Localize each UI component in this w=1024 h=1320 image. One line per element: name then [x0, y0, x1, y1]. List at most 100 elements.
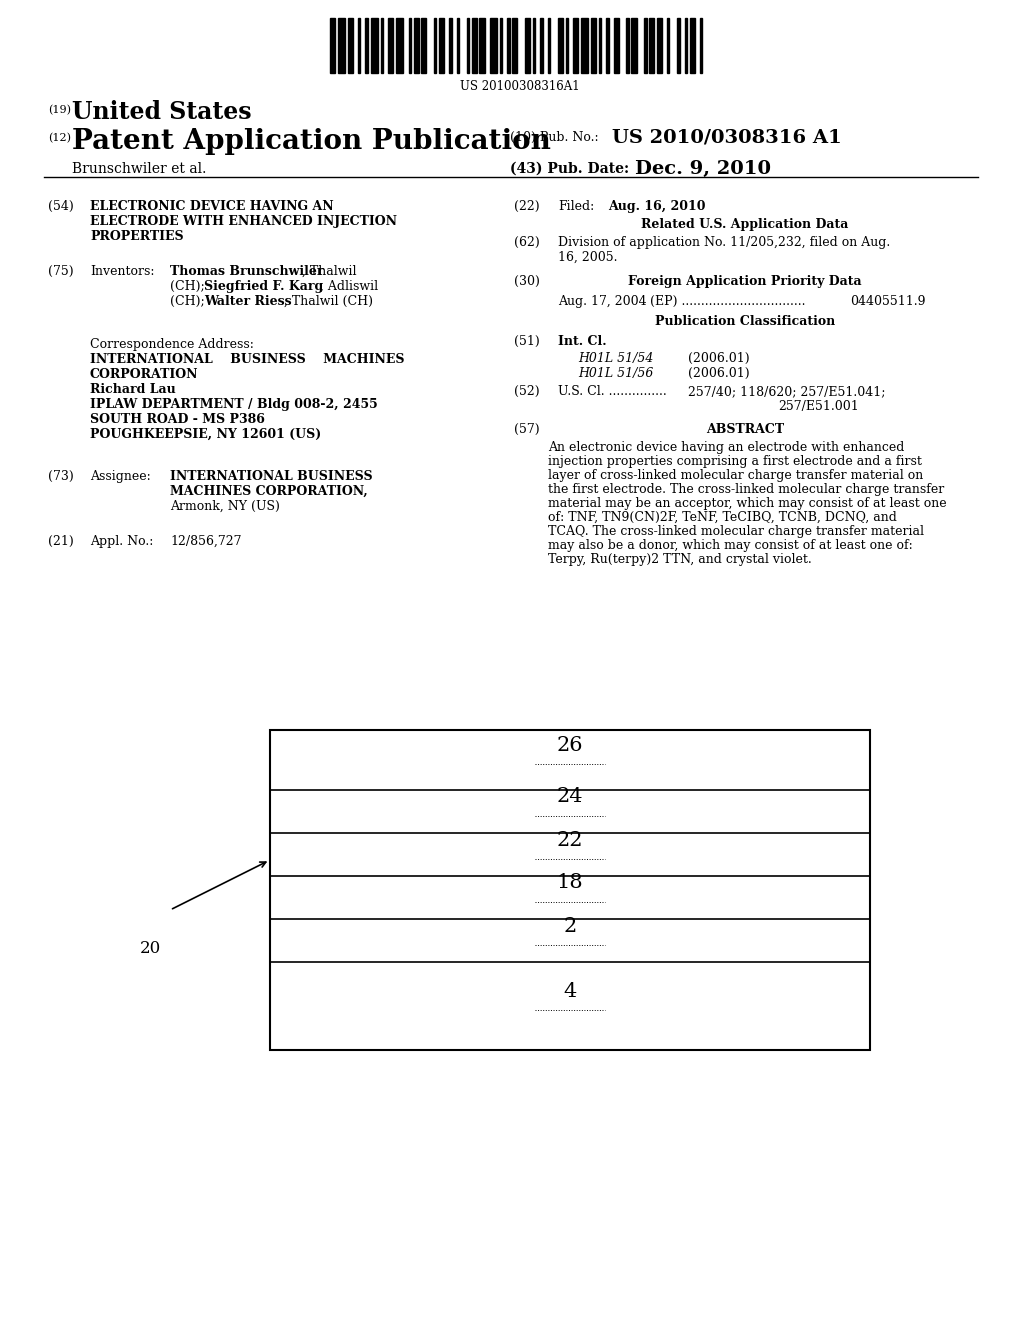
- Text: 257/E51.001: 257/E51.001: [778, 400, 859, 413]
- Bar: [573, 18, 579, 73]
- Bar: [525, 18, 530, 73]
- Bar: [396, 18, 403, 73]
- Text: 24: 24: [557, 788, 584, 807]
- Text: (10) Pub. No.:: (10) Pub. No.:: [510, 131, 599, 144]
- Bar: [439, 18, 444, 73]
- Bar: [565, 18, 568, 73]
- Bar: [548, 18, 551, 73]
- Bar: [366, 18, 368, 73]
- Bar: [613, 18, 618, 73]
- Text: Armonk, NY (US): Armonk, NY (US): [170, 500, 280, 513]
- Bar: [507, 18, 510, 73]
- Text: Terpy, Ru(terpy)2 TTN, and crystal violet.: Terpy, Ru(terpy)2 TTN, and crystal viole…: [548, 553, 812, 566]
- Text: INTERNATIONAL BUSINESS: INTERNATIONAL BUSINESS: [170, 470, 373, 483]
- Text: CORPORATION: CORPORATION: [90, 368, 199, 381]
- Text: (43) Pub. Date:: (43) Pub. Date:: [510, 162, 629, 176]
- Text: POUGHKEEPSIE, NY 12601 (US): POUGHKEEPSIE, NY 12601 (US): [90, 428, 322, 441]
- Text: , Thalwil (CH): , Thalwil (CH): [284, 294, 373, 308]
- Bar: [414, 18, 419, 73]
- Text: SOUTH ROAD - MS P386: SOUTH ROAD - MS P386: [90, 413, 265, 426]
- Bar: [450, 18, 452, 73]
- Text: 18: 18: [557, 874, 584, 892]
- Text: Int. Cl.: Int. Cl.: [558, 335, 606, 348]
- Bar: [472, 18, 477, 73]
- Text: 26: 26: [557, 737, 584, 755]
- Bar: [685, 18, 687, 73]
- Bar: [649, 18, 654, 73]
- Bar: [270, 730, 870, 1049]
- Bar: [690, 18, 695, 73]
- Text: 20: 20: [140, 940, 161, 957]
- Text: U.S. Cl. ...............: U.S. Cl. ...............: [558, 385, 667, 399]
- Bar: [512, 18, 517, 73]
- Text: H01L 51/56: H01L 51/56: [578, 367, 653, 380]
- Text: IPLAW DEPARTMENT / Bldg 008-2, 2455: IPLAW DEPARTMENT / Bldg 008-2, 2455: [90, 399, 378, 411]
- Text: (57): (57): [514, 422, 540, 436]
- Text: (21): (21): [48, 535, 74, 548]
- Text: ELECTRODE WITH ENHANCED INJECTION: ELECTRODE WITH ENHANCED INJECTION: [90, 215, 397, 228]
- Text: material may be an acceptor, which may consist of at least one: material may be an acceptor, which may c…: [548, 498, 946, 510]
- Bar: [532, 18, 536, 73]
- Bar: [632, 18, 637, 73]
- Text: Division of application No. 11/205,232, filed on Aug.: Division of application No. 11/205,232, …: [558, 236, 890, 249]
- Text: Siegfried F. Karg: Siegfried F. Karg: [204, 280, 324, 293]
- Text: 4: 4: [563, 982, 577, 1001]
- Text: Walter Riess: Walter Riess: [204, 294, 292, 308]
- Text: the first electrode. The cross-linked molecular charge transfer: the first electrode. The cross-linked mo…: [548, 483, 944, 496]
- Text: 12/856,727: 12/856,727: [170, 535, 242, 548]
- Text: Inventors:: Inventors:: [90, 265, 155, 279]
- Text: , Adliswil: , Adliswil: [319, 280, 378, 293]
- Bar: [348, 18, 353, 73]
- Text: H01L 51/54: H01L 51/54: [578, 352, 653, 366]
- Text: may also be a donor, which may consist of at least one of:: may also be a donor, which may consist o…: [548, 539, 912, 552]
- Text: Richard Lau: Richard Lau: [90, 383, 176, 396]
- Text: ELECTRONIC DEVICE HAVING AN: ELECTRONIC DEVICE HAVING AN: [90, 201, 334, 213]
- Text: PROPERTIES: PROPERTIES: [90, 230, 183, 243]
- Bar: [434, 18, 436, 73]
- Text: (CH);: (CH);: [170, 294, 209, 308]
- Text: of: TNF, TN9(CN)2F, TeNF, TeCIBQ, TCNB, DCNQ, and: of: TNF, TN9(CN)2F, TeNF, TeCIBQ, TCNB, …: [548, 511, 897, 524]
- Bar: [558, 18, 563, 73]
- Text: 16, 2005.: 16, 2005.: [558, 251, 617, 264]
- Text: (62): (62): [514, 236, 540, 249]
- Bar: [409, 18, 411, 73]
- Bar: [338, 18, 345, 73]
- Text: (54): (54): [48, 201, 74, 213]
- Text: (52): (52): [514, 385, 540, 399]
- Text: INTERNATIONAL    BUSINESS    MACHINES: INTERNATIONAL BUSINESS MACHINES: [90, 352, 404, 366]
- Text: US 20100308316A1: US 20100308316A1: [460, 81, 580, 92]
- Text: injection properties comprising a first electrode and a first: injection properties comprising a first …: [548, 455, 922, 469]
- Text: (12): (12): [48, 133, 71, 144]
- Text: MACHINES CORPORATION,: MACHINES CORPORATION,: [170, 484, 368, 498]
- Text: 22: 22: [557, 830, 584, 850]
- Bar: [357, 18, 360, 73]
- Bar: [581, 18, 589, 73]
- Bar: [644, 18, 647, 73]
- Text: (2006.01): (2006.01): [688, 367, 750, 380]
- Bar: [489, 18, 498, 73]
- Bar: [656, 18, 662, 73]
- Text: , Thalwil: , Thalwil: [302, 265, 356, 279]
- Text: An electronic device having an electrode with enhanced: An electronic device having an electrode…: [548, 441, 904, 454]
- Text: (CH);: (CH);: [170, 280, 209, 293]
- Text: Foreign Application Priority Data: Foreign Application Priority Data: [628, 275, 862, 288]
- Text: Dec. 9, 2010: Dec. 9, 2010: [635, 160, 771, 178]
- Bar: [606, 18, 608, 73]
- Bar: [500, 18, 502, 73]
- Text: (EP) ................................: (EP) ................................: [650, 294, 806, 308]
- Text: (22): (22): [514, 201, 540, 213]
- Text: 2: 2: [563, 916, 577, 936]
- Text: Publication Classification: Publication Classification: [655, 315, 836, 327]
- Text: United States: United States: [72, 100, 252, 124]
- Text: Appl. No.:: Appl. No.:: [90, 535, 154, 548]
- Bar: [627, 18, 629, 73]
- Text: 04405511.9: 04405511.9: [850, 294, 926, 308]
- Text: (19): (19): [48, 106, 71, 115]
- Text: (2006.01): (2006.01): [688, 352, 750, 366]
- Text: 257/40; 118/620; 257/E51.041;: 257/40; 118/620; 257/E51.041;: [688, 385, 886, 399]
- Text: Related U.S. Application Data: Related U.S. Application Data: [641, 218, 849, 231]
- Text: layer of cross-linked molecular charge transfer material on: layer of cross-linked molecular charge t…: [548, 469, 924, 482]
- Bar: [330, 18, 335, 73]
- Text: (73): (73): [48, 470, 74, 483]
- Text: TCAQ. The cross-linked molecular charge transfer material: TCAQ. The cross-linked molecular charge …: [548, 525, 924, 539]
